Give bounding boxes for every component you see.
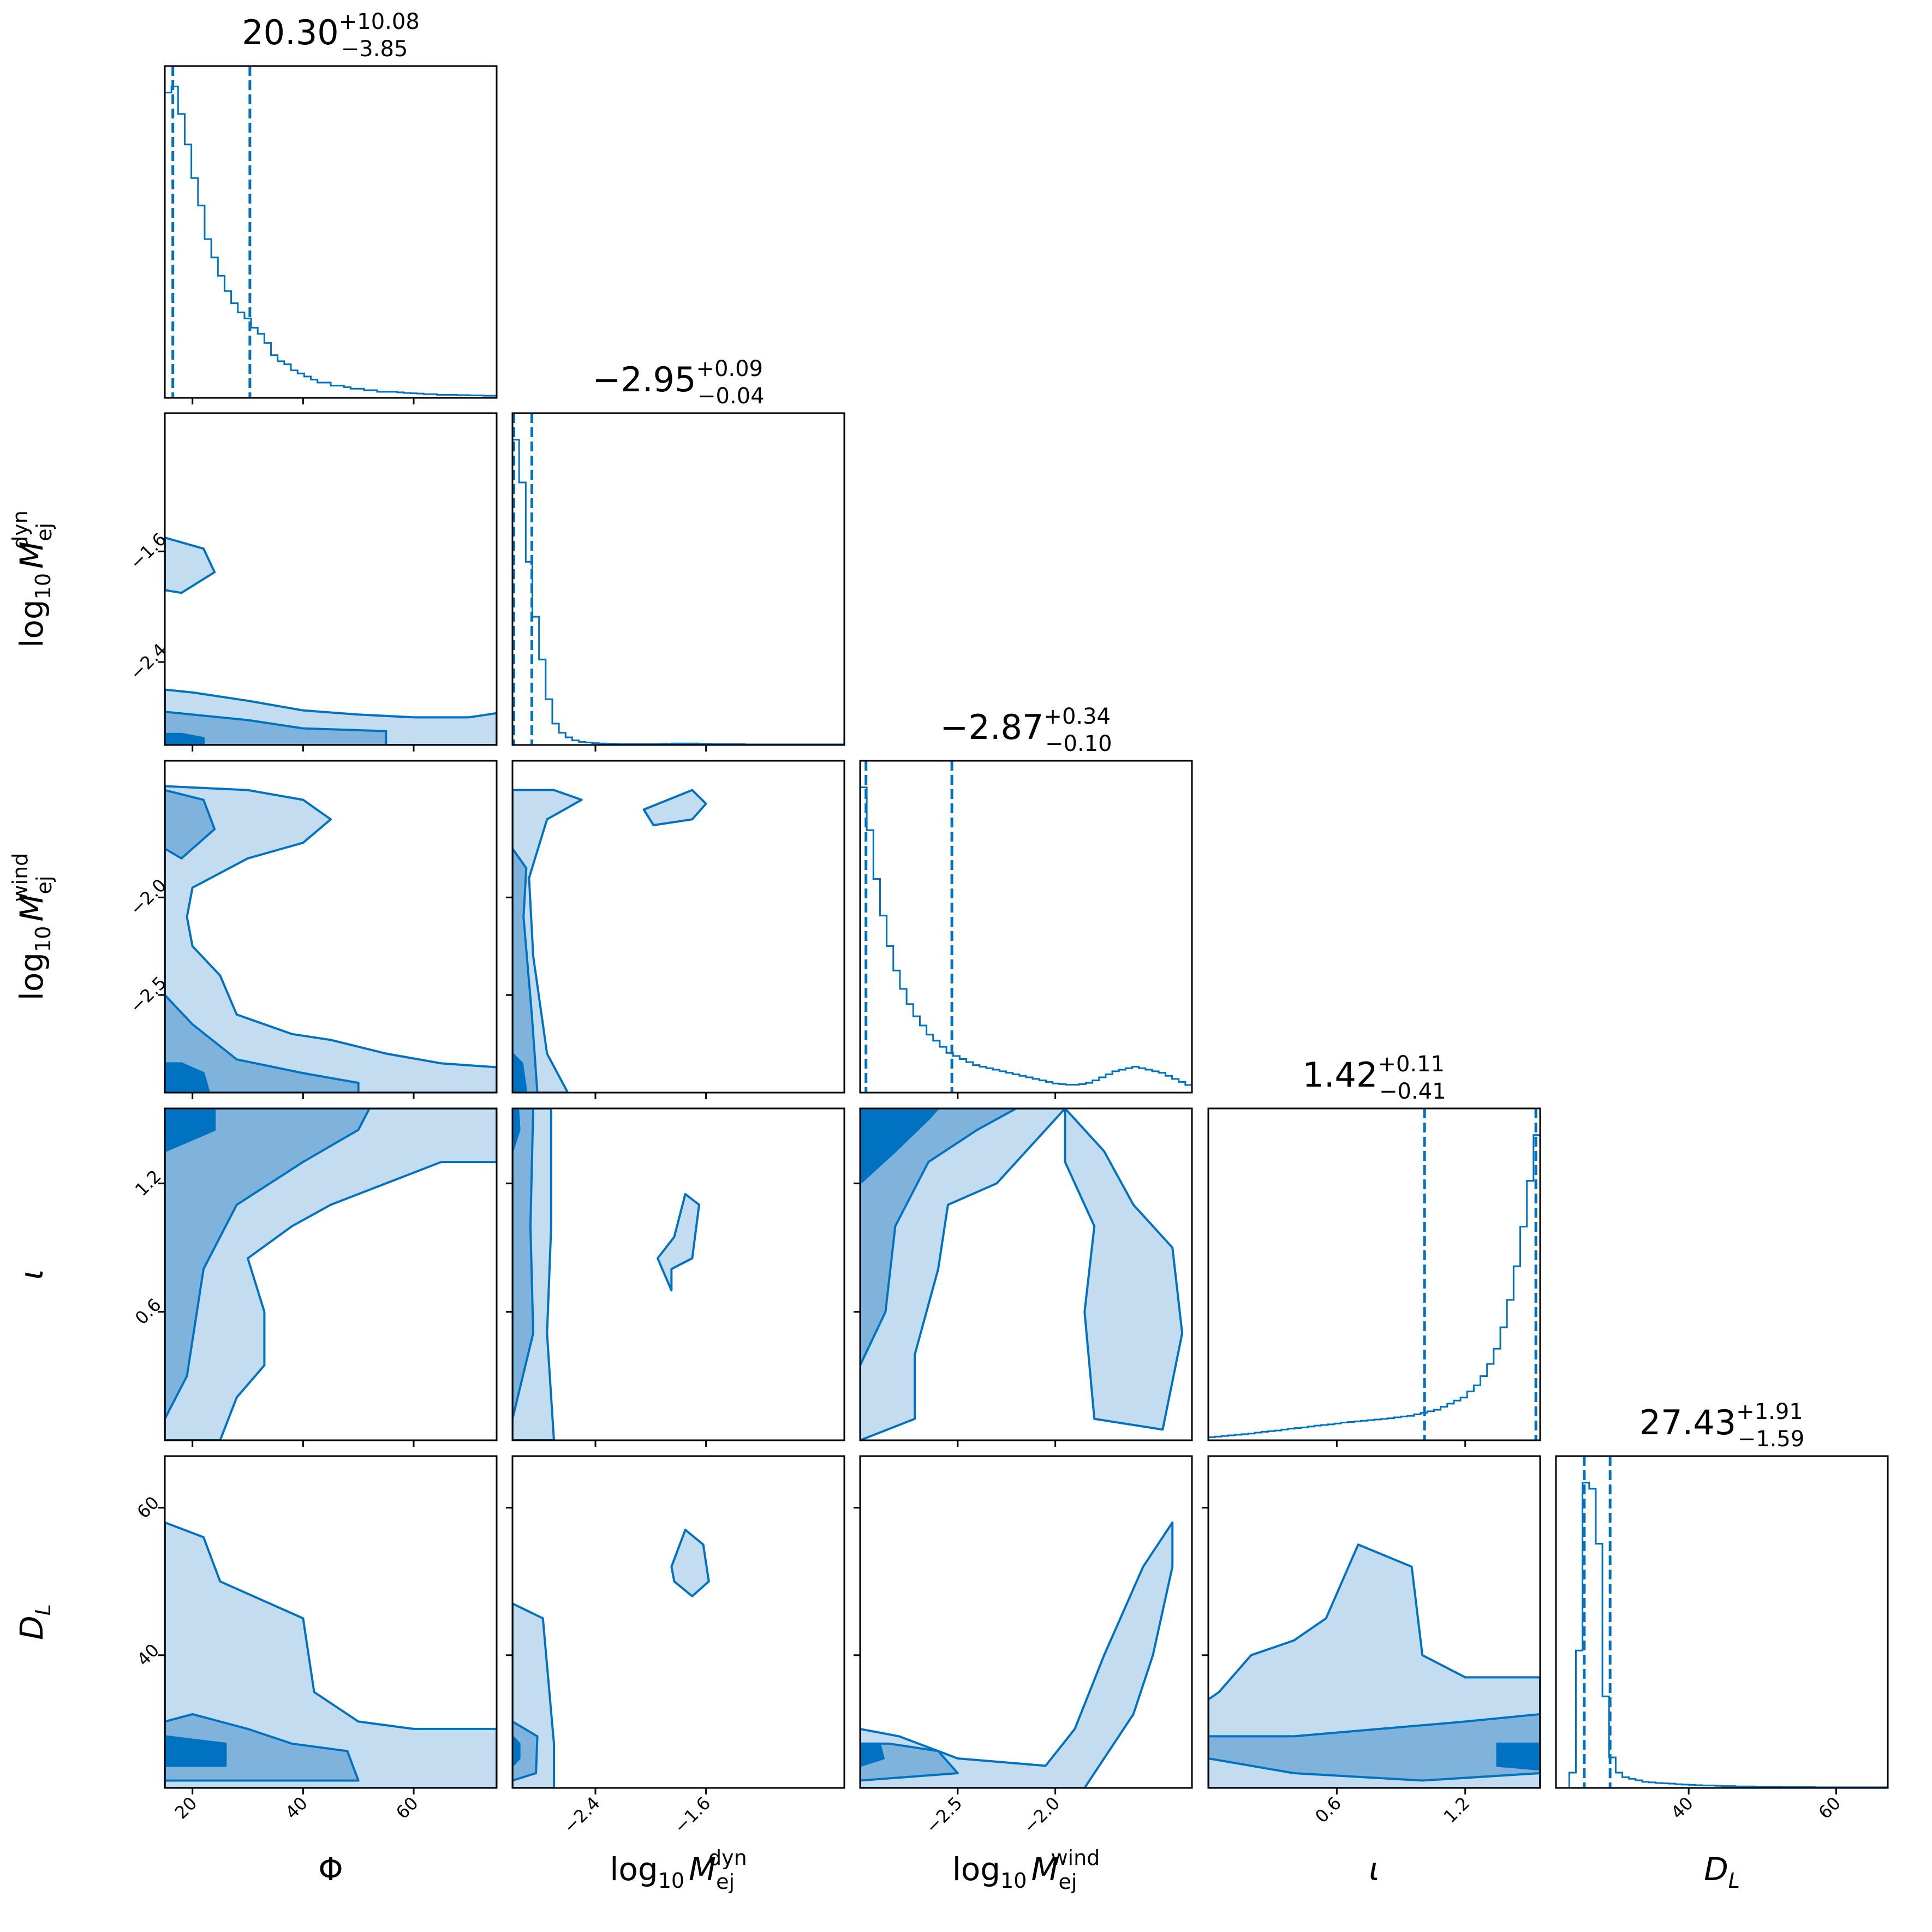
histogram-dl [1556,1482,1888,1788]
contour-phi-mwind-2 [165,789,216,860]
y-axis-label-mdyn: log10Mejdyn [8,510,56,647]
contour-mwind-iota-1 [860,1108,1018,1367]
contour-mwind-dl-1 [860,1742,959,1782]
x-tick-label-mwind: −2.5 [922,1793,967,1838]
panel-frame [164,760,498,1094]
title-mwind: −2.87+0.34 −0.10 [940,704,1112,756]
contour-mwind-iota-3 [1064,1108,1184,1431]
contour-mdyn-mwind-3 [642,789,707,827]
x-axis-label-iota: ι [1369,1851,1380,1888]
panel-frame [511,760,845,1094]
histogram-iota [1208,1134,1540,1440]
histogram-mdyn [512,439,844,745]
panel-mwind-mwind: −2.87+0.34 −0.10 [859,704,1193,1099]
panel-phi-phi: 20.30+10.08 −3.85 [164,9,498,404]
panel-frame [859,1107,1193,1441]
title-mdyn: −2.95+0.09 −0.04 [592,356,764,409]
contour-phi-dl-0 [165,1521,497,1788]
panel-iota-dl: 0.6 1.2 [1202,1455,1541,1827]
contour-phi-mdyn-1 [165,711,387,745]
panel-frame [164,1107,498,1441]
contour-mdyn-iota-3 [657,1192,700,1292]
panel-frame [511,1455,845,1789]
y-tick-label-iota: 0.6 [131,1295,165,1329]
panel-frame [1555,1455,1889,1789]
x-axis-label-dl: DL [1704,1851,1740,1893]
x-tick-label-phi: 40 [281,1793,312,1823]
histogram-mwind [860,786,1192,1093]
panel-mwind-iota [854,1107,1193,1447]
histogram-phi [165,85,497,398]
panel-mwind-dl: −2.5 −2.0 [854,1455,1193,1838]
contour-mdyn-iota-1 [512,1108,534,1420]
contour-phi-dl-2 [165,1735,227,1767]
y-axis-label-dl: DL [13,1604,55,1640]
panel-dl-dl: 27.43+1.91 −1.59 40 60 [1555,1399,1889,1823]
contour-phi-iota-2 [165,1108,216,1153]
y-tick-label-iota: 1.2 [131,1166,165,1200]
x-tick-label-iota: 0.6 [1311,1793,1345,1827]
x-tick-label-phi: 20 [171,1793,201,1823]
contour-iota-dl-1 [1208,1713,1540,1782]
panel-frame [859,760,1193,1094]
contour-mwind-dl-0 [860,1521,1174,1788]
y-axis-label-iota: ι [13,1269,50,1280]
contour-mdyn-dl-2 [512,1735,521,1767]
title-dl: 27.43+1.91 −1.59 [1639,1399,1805,1452]
panel-frame [511,1107,845,1441]
panel-phi-mwind: −2.5−2.0 [126,760,498,1099]
contour-phi-iota-1 [165,1108,371,1420]
panel-frame [1207,1455,1541,1789]
x-tick-label-mdyn: −1.6 [670,1793,715,1838]
panel-phi-mdyn: −2.4−1.6 [126,412,498,752]
y-axis-label-mwind: log10Mejwind [8,853,56,1001]
panel-mdyn-mwind [506,760,845,1099]
title-phi: 20.30+10.08 −3.85 [242,9,420,62]
contour-phi-mdyn-2 [165,732,205,745]
x-tick-label-dl: 60 [1814,1793,1845,1823]
contour-mdyn-dl-3 [670,1529,710,1597]
x-axis-label-mwind: log10 Mejwind [952,1846,1100,1894]
contour-mwind-iota-2 [860,1108,940,1185]
panel-frame [164,1455,498,1789]
x-axis-label-mdyn: log10 Mejdyn [610,1846,747,1894]
x-axis-label-phi: Φ [318,1851,343,1888]
x-tick-label-mdyn: −2.4 [559,1793,604,1838]
contour-phi-mwind-3 [165,1062,211,1093]
title-iota: 1.42+0.11 −0.41 [1302,1052,1446,1104]
panel-frame [511,412,845,746]
panel-mdyn-iota [506,1107,845,1447]
contour-iota-dl-2 [1496,1742,1540,1771]
panel-phi-iota: 0.6 1.2 [131,1107,498,1447]
panel-frame [1207,1107,1541,1441]
y-tick-label-dl: 40 [133,1639,163,1670]
panel-frame [164,412,498,746]
y-tick-label-dl: 60 [133,1492,163,1523]
panel-mdyn-dl: −2.4 −1.6 [506,1455,845,1838]
contour-mdyn-mwind-1 [512,847,539,1093]
contour-mdyn-dl-1 [512,1720,539,1782]
x-tick-label-dl: 40 [1667,1793,1697,1823]
panel-mdyn-mdyn: −2.95+0.09 −0.04 [511,356,845,752]
panel-phi-dl: 20 40 60 40 60 [133,1455,498,1823]
panel-frame [859,1455,1193,1789]
contour-mwind-dl-2 [860,1742,885,1767]
panel-iota-iota: 1.42+0.11 −0.41 [1207,1052,1541,1447]
contour-mdyn-iota-2 [512,1108,521,1153]
contour-phi-mdyn-3 [165,536,216,594]
panel-frame [164,65,498,399]
x-tick-label-mwind: −2.0 [1019,1793,1064,1838]
x-tick-label-iota: 1.2 [1440,1793,1474,1827]
x-tick-label-phi: 60 [392,1793,422,1823]
contour-phi-mwind-1 [165,994,360,1093]
contour-mdyn-mwind-2 [512,1052,528,1093]
